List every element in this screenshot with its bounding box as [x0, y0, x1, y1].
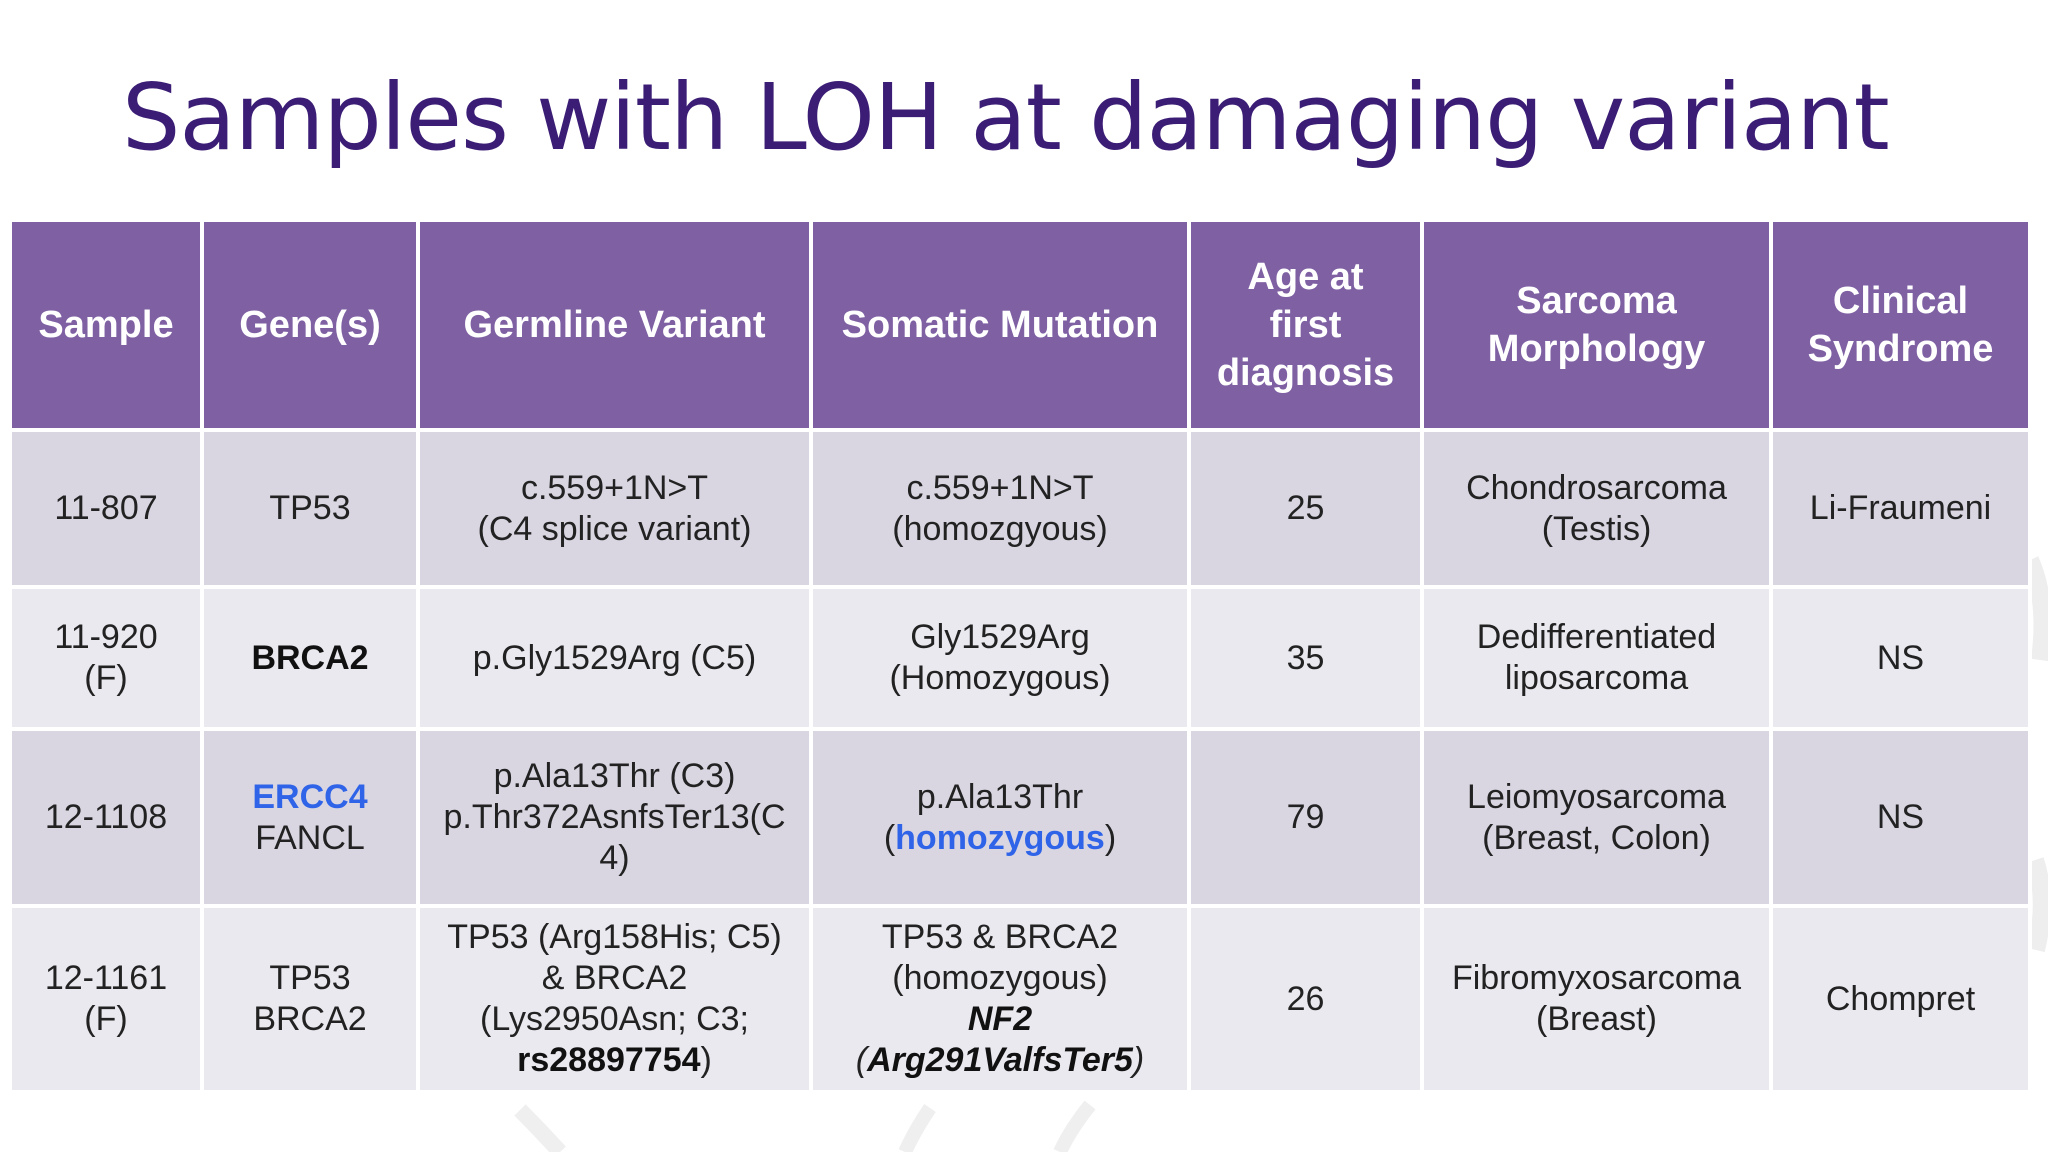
cell-morphology: Leiomyosarcoma (Breast, Colon) [1420, 727, 1773, 908]
gene-highlight: ERCC4 [252, 777, 368, 816]
cell-morphology: Chondrosarcoma (Testis) [1420, 428, 1773, 589]
header-sarcoma-morphology: Sarcoma Morphology [1420, 218, 1773, 432]
loh-samples-table: Sample Gene(s) Germline Variant Somatic … [8, 218, 2032, 1094]
table-row: 12-1161 (F) TP53 BRCA2 TP53 (Arg158His; … [8, 904, 2032, 1094]
cell-sample: 12-1161 (F) [8, 904, 204, 1094]
cell-genes: TP53 [200, 428, 420, 589]
cell-germline: TP53 (Arg158His; C5) & BRCA2 (Lys2950Asn… [416, 904, 813, 1094]
cell-syndrome: Li-Fraumeni [1769, 428, 2032, 589]
cell-syndrome: NS [1769, 585, 2032, 731]
cell-somatic: c.559+1N>T (homozgyous) [809, 428, 1191, 589]
cell-genes: ERCC4 FANCL [200, 727, 420, 908]
cell-age: 25 [1187, 428, 1424, 589]
cell-morphology: Fibromyxosarcoma (Breast) [1420, 904, 1773, 1094]
cell-somatic: p.Ala13Thr (homozygous) [809, 727, 1191, 908]
cell-germline: c.559+1N>T (C4 splice variant) [416, 428, 813, 589]
table-row: 11-920 (F) BRCA2 p.Gly1529Arg (C5) Gly15… [8, 585, 2032, 731]
cell-genes: BRCA2 [200, 585, 420, 731]
cell-sample: 11-807 [8, 428, 204, 589]
cell-somatic: Gly1529Arg (Homozygous) [809, 585, 1191, 731]
cell-sample: 12-1108 [8, 727, 204, 908]
header-somatic-mutation: Somatic Mutation [809, 218, 1191, 432]
cell-syndrome: NS [1769, 727, 2032, 908]
header-clinical-syndrome: Clinical Syndrome [1769, 218, 2032, 432]
header-sample: Sample [8, 218, 204, 432]
zygosity-highlight: homozygous [895, 818, 1105, 857]
table-row: 11-807 TP53 c.559+1N>T (C4 splice varian… [8, 428, 2032, 589]
cell-morphology: Dedifferentiated liposarcoma [1420, 585, 1773, 731]
header-genes: Gene(s) [200, 218, 420, 432]
variant-highlight: Arg291ValfsTer5 [867, 1041, 1133, 1079]
cell-age: 79 [1187, 727, 1424, 908]
cell-sample: 11-920 (F) [8, 585, 204, 731]
rsid-highlight: rs28897754 [517, 1041, 701, 1079]
header-age-at-first-diagnosis: Age at first diagnosis [1187, 218, 1424, 432]
cell-germline: p.Gly1529Arg (C5) [416, 585, 813, 731]
cell-germline: p.Ala13Thr (C3) p.Thr372AsnfsTer13(C 4) [416, 727, 813, 908]
gene-highlight: NF2 [967, 1000, 1033, 1038]
slide-title: Samples with LOH at damaging variant [122, 64, 1890, 171]
table-header-row: Sample Gene(s) Germline Variant Somatic … [8, 218, 2032, 432]
cell-syndrome: Chompret [1769, 904, 2032, 1094]
header-germline-variant: Germline Variant [416, 218, 813, 432]
cell-age: 35 [1187, 585, 1424, 731]
cell-somatic: TP53 & BRCA2 (homozygous) NF2 (Arg291Val… [809, 904, 1191, 1094]
cell-genes: TP53 BRCA2 [200, 904, 420, 1094]
cell-age: 26 [1187, 904, 1424, 1094]
table-row: 12-1108 ERCC4 FANCL p.Ala13Thr (C3) p.Th… [8, 727, 2032, 908]
